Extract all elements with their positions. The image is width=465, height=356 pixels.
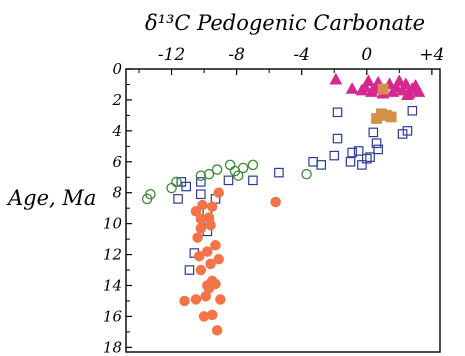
y-tick-label: 16	[103, 307, 123, 325]
y-tick-label: 12	[103, 246, 122, 264]
data-point-square	[196, 189, 206, 200]
data-point-square	[361, 153, 372, 164]
data-point-square	[347, 147, 357, 158]
data-point-circle	[224, 159, 236, 171]
data-point-circle	[200, 291, 211, 302]
data-point-circle	[211, 164, 223, 175]
data-point-triangle	[358, 80, 372, 93]
data-point-square	[373, 144, 383, 155]
data-point-square	[345, 156, 356, 167]
data-point-triangle	[345, 82, 359, 94]
data-point-square	[181, 181, 191, 192]
data-point-square	[223, 175, 234, 186]
y-tick-label: 0	[112, 60, 122, 78]
data-point-triangle	[401, 88, 414, 100]
data-point-square	[407, 105, 418, 116]
data-point-circle	[210, 240, 221, 251]
y-tick-label: 4	[111, 122, 122, 140]
data-point-circle	[202, 246, 213, 257]
data-point-circle	[198, 311, 210, 322]
data-point-circle	[270, 196, 281, 208]
data-point-square	[184, 265, 195, 275]
data-point-square	[248, 175, 258, 186]
data-point-circle	[203, 168, 215, 180]
data-point-circle	[301, 168, 312, 180]
y-axis-label: Age, Ma	[6, 186, 96, 210]
data-point-triangle	[361, 74, 375, 87]
data-point-circle	[141, 193, 153, 205]
data-point-triangle	[399, 77, 413, 90]
plot-frame	[125, 68, 441, 353]
x-tick-label: -4	[293, 45, 310, 65]
data-point-circle	[211, 325, 223, 336]
data-point-square	[196, 177, 206, 187]
data-point-square	[308, 156, 318, 167]
data-point-triangle	[329, 72, 343, 85]
data-point-square	[368, 127, 379, 138]
data-point-circle	[192, 232, 203, 243]
x-tick-label: -12	[158, 45, 185, 65]
data-point-circle	[190, 294, 202, 305]
x-tick-label: 0	[361, 45, 372, 65]
data-point-square	[173, 194, 183, 204]
x-tick-label: +4	[419, 45, 444, 65]
data-point-square	[332, 133, 343, 144]
data-point-square	[353, 146, 364, 156]
data-point-square	[371, 138, 382, 149]
data-point-circle	[205, 219, 216, 231]
data-point-circle	[213, 187, 224, 198]
data-point-circle	[205, 258, 216, 270]
data-point-circle	[195, 223, 207, 234]
data-point-circle	[213, 253, 224, 265]
data-point-circle	[233, 170, 244, 181]
data-point-square	[329, 150, 340, 161]
y-tick-label: 10	[103, 215, 123, 233]
data-point-circle	[215, 294, 226, 305]
data-marks	[141, 72, 426, 336]
y-tick-label: 8	[112, 184, 122, 202]
data-point-circle	[247, 159, 259, 171]
y-tick-label: 14	[103, 277, 122, 295]
data-point-circle	[197, 199, 208, 211]
data-point-circle	[166, 182, 177, 194]
data-point-circle	[206, 201, 218, 212]
data-point-square	[274, 167, 284, 178]
data-point-square	[377, 83, 389, 95]
data-point-square	[316, 160, 327, 170]
data-point-square	[397, 129, 408, 139]
axes: -12 -8 -4 0 +4 0 2 4 6 8 10 12 14 16 18	[103, 45, 444, 356]
data-point-circle	[179, 295, 190, 307]
data-point-triangle	[392, 74, 406, 87]
data-point-circle	[195, 264, 207, 276]
y-tick-label: 18	[103, 338, 122, 356]
data-point-circle	[190, 206, 202, 217]
y-tick-label: 2	[111, 91, 122, 109]
data-point-triangle	[412, 85, 426, 97]
data-point-circle	[171, 176, 182, 188]
data-point-square	[402, 126, 413, 136]
data-point-square	[385, 111, 397, 123]
data-point-square	[332, 107, 343, 118]
data-point-circle	[193, 250, 205, 262]
data-point-circle	[195, 170, 207, 181]
data-point-square	[357, 160, 367, 170]
y-tick-label: 6	[112, 153, 122, 171]
data-point-square	[365, 152, 375, 162]
x-tick-label: -8	[228, 45, 245, 65]
data-point-triangle	[389, 80, 403, 93]
chart-title: δ¹³C Pedogenic Carbonate	[145, 11, 425, 35]
